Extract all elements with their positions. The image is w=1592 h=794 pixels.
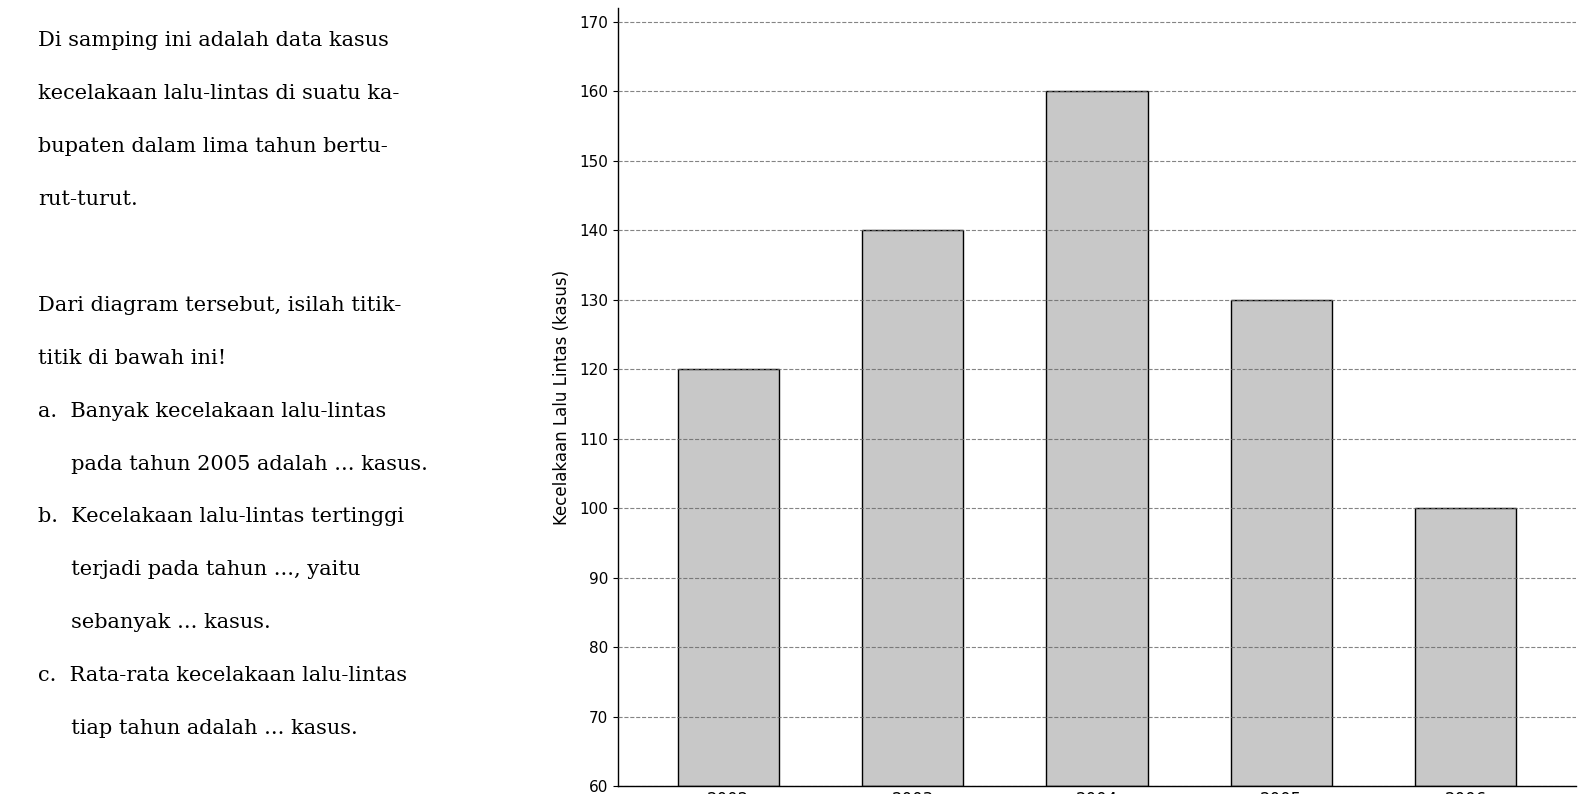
Text: Di samping ini adalah data kasus: Di samping ini adalah data kasus bbox=[38, 31, 390, 50]
Bar bbox=[1046, 91, 1148, 786]
Bar bbox=[678, 369, 778, 786]
Text: sebanyak ... kasus.: sebanyak ... kasus. bbox=[38, 613, 271, 632]
Bar bbox=[1415, 508, 1516, 786]
Text: a.  Banyak kecelakaan lalu-lintas: a. Banyak kecelakaan lalu-lintas bbox=[38, 402, 387, 421]
Bar bbox=[1231, 300, 1333, 786]
Text: rut-turut.: rut-turut. bbox=[38, 190, 139, 209]
Text: kecelakaan lalu-lintas di suatu ka-: kecelakaan lalu-lintas di suatu ka- bbox=[38, 84, 400, 103]
Text: c.  Rata-rata kecelakaan lalu-lintas: c. Rata-rata kecelakaan lalu-lintas bbox=[38, 666, 408, 685]
Bar bbox=[861, 230, 963, 786]
Text: Dari diagram tersebut, isilah titik-: Dari diagram tersebut, isilah titik- bbox=[38, 296, 401, 315]
Text: b.  Kecelakaan lalu-lintas tertinggi: b. Kecelakaan lalu-lintas tertinggi bbox=[38, 507, 404, 526]
Text: terjadi pada tahun ..., yaitu: terjadi pada tahun ..., yaitu bbox=[38, 561, 361, 580]
Text: tiap tahun adalah ... kasus.: tiap tahun adalah ... kasus. bbox=[38, 719, 358, 738]
Text: bupaten dalam lima tahun bertu-: bupaten dalam lima tahun bertu- bbox=[38, 137, 388, 156]
Text: pada tahun 2005 adalah ... kasus.: pada tahun 2005 adalah ... kasus. bbox=[38, 455, 428, 473]
Text: titik di bawah ini!: titik di bawah ini! bbox=[38, 349, 226, 368]
Y-axis label: Kecelakaan Lalu Lintas (kasus): Kecelakaan Lalu Lintas (kasus) bbox=[552, 269, 570, 525]
